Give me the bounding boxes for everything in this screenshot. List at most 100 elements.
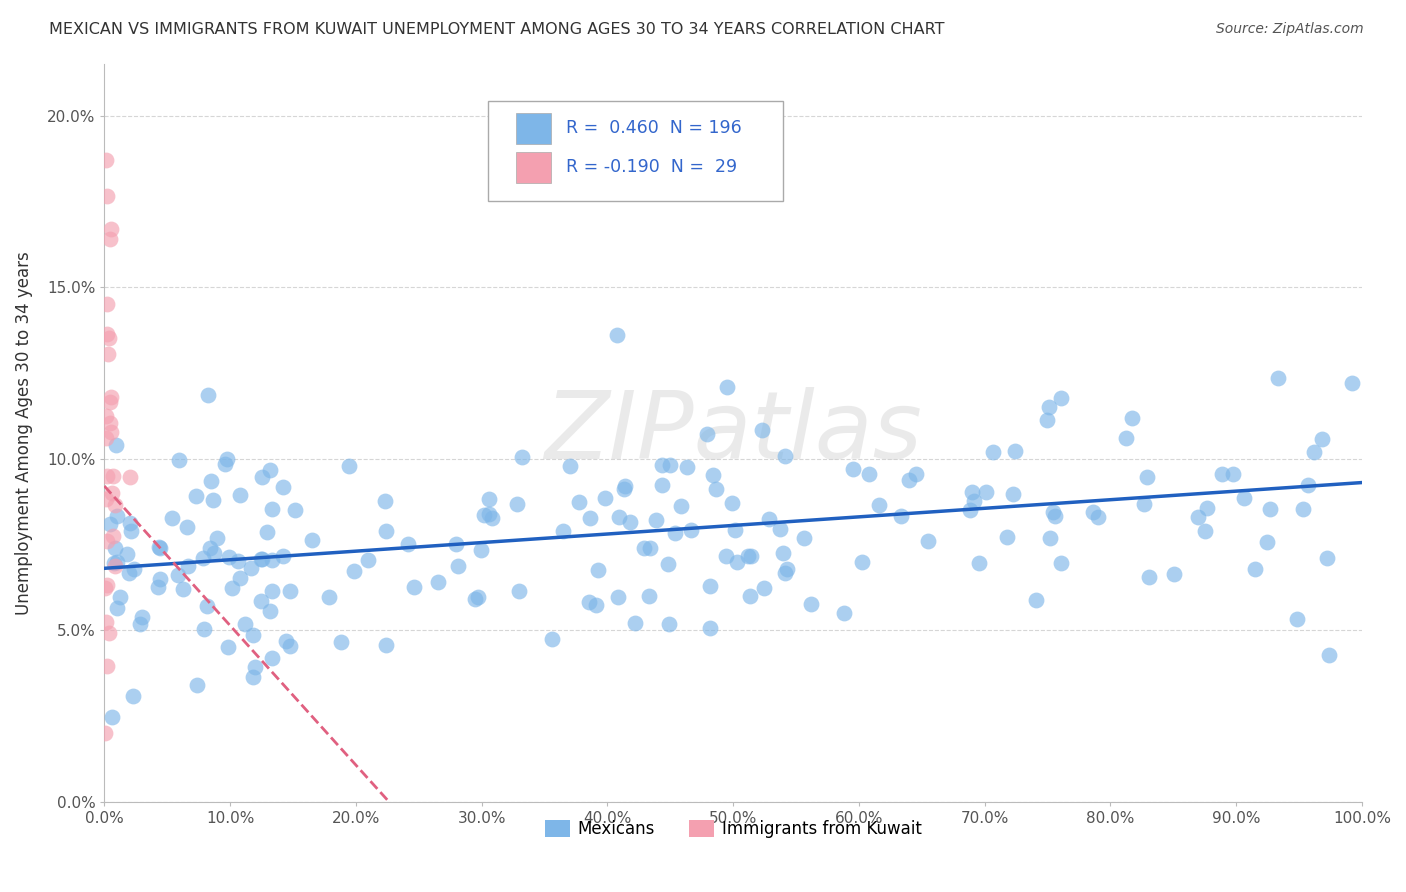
- Point: [1194, 524, 1216, 539]
- Text: Source: ZipAtlas.com: Source: ZipAtlas.com: [1216, 22, 1364, 37]
- Point: [997, 529, 1019, 543]
- Point: [124, 562, 146, 576]
- Point: [960, 485, 983, 500]
- Point: [510, 450, 533, 464]
- Point: [176, 519, 198, 533]
- Point: [104, 558, 127, 573]
- Point: [197, 387, 219, 401]
- Point: [96, 659, 118, 673]
- Point: [172, 582, 194, 596]
- Point: [1087, 510, 1109, 524]
- Point: [242, 627, 264, 641]
- Point: [981, 445, 1004, 459]
- Point: [396, 537, 419, 551]
- Point: [959, 503, 981, 517]
- Point: [243, 659, 266, 673]
- Point: [724, 523, 747, 537]
- Point: [1341, 376, 1364, 390]
- Point: [1258, 501, 1281, 516]
- Point: [120, 524, 142, 538]
- Point: [1135, 469, 1157, 483]
- Point: [1302, 445, 1324, 459]
- Point: [260, 501, 283, 516]
- Point: [1042, 505, 1064, 519]
- Point: [101, 486, 124, 500]
- Point: [318, 590, 340, 604]
- Point: [118, 566, 141, 580]
- Point: [96, 578, 118, 592]
- Point: [588, 562, 610, 576]
- Point: [633, 541, 655, 556]
- Point: [100, 710, 122, 724]
- Point: [96, 153, 118, 167]
- Point: [200, 541, 222, 556]
- Point: [186, 678, 208, 692]
- Point: [578, 595, 600, 609]
- Point: [737, 549, 759, 563]
- Point: [679, 524, 702, 538]
- Point: [776, 562, 799, 576]
- Point: [651, 478, 673, 492]
- Point: [97, 347, 120, 361]
- Point: [167, 568, 190, 582]
- Point: [96, 468, 118, 483]
- Point: [696, 427, 718, 442]
- Point: [671, 499, 693, 513]
- Point: [551, 524, 574, 538]
- Point: [606, 590, 628, 604]
- Point: [1195, 500, 1218, 515]
- Point: [657, 557, 679, 571]
- Text: R =  0.460  N = 196: R = 0.460 N = 196: [565, 120, 741, 137]
- Point: [1211, 467, 1233, 482]
- Point: [115, 548, 138, 562]
- Point: [229, 570, 252, 584]
- Point: [278, 584, 301, 599]
- Point: [974, 484, 997, 499]
- Point: [1267, 371, 1289, 385]
- Point: [202, 546, 225, 560]
- Point: [1039, 531, 1062, 545]
- FancyBboxPatch shape: [516, 152, 551, 183]
- Point: [105, 555, 128, 569]
- Point: [98, 331, 121, 345]
- Point: [98, 232, 121, 246]
- Point: [725, 555, 748, 569]
- Point: [506, 497, 529, 511]
- FancyBboxPatch shape: [516, 113, 551, 144]
- Point: [478, 507, 501, 521]
- Point: [256, 524, 278, 539]
- Point: [904, 467, 927, 481]
- Point: [472, 508, 495, 522]
- Point: [148, 541, 170, 555]
- Point: [149, 541, 172, 555]
- Point: [467, 591, 489, 605]
- Point: [1036, 413, 1059, 427]
- Point: [271, 549, 294, 564]
- Point: [699, 621, 721, 635]
- Point: [96, 189, 118, 203]
- Point: [96, 534, 118, 549]
- Point: [1222, 467, 1244, 481]
- Point: [869, 499, 891, 513]
- Point: [447, 559, 470, 574]
- Point: [758, 512, 780, 526]
- Point: [252, 551, 274, 566]
- Point: [1316, 551, 1339, 566]
- Point: [568, 495, 591, 509]
- Point: [94, 615, 117, 630]
- Point: [1256, 535, 1278, 549]
- Point: [851, 555, 873, 569]
- Point: [624, 616, 647, 631]
- Point: [1317, 648, 1340, 663]
- Point: [191, 550, 214, 565]
- Point: [664, 526, 686, 541]
- Point: [200, 475, 222, 489]
- Point: [1298, 478, 1320, 492]
- Point: [464, 591, 486, 606]
- Point: [793, 531, 815, 545]
- Point: [357, 553, 380, 567]
- Text: MEXICAN VS IMMIGRANTS FROM KUWAIT UNEMPLOYMENT AMONG AGES 30 TO 34 YEARS CORRELA: MEXICAN VS IMMIGRANTS FROM KUWAIT UNEMPL…: [49, 22, 945, 37]
- Point: [167, 453, 190, 467]
- Point: [638, 541, 661, 556]
- Point: [738, 589, 761, 603]
